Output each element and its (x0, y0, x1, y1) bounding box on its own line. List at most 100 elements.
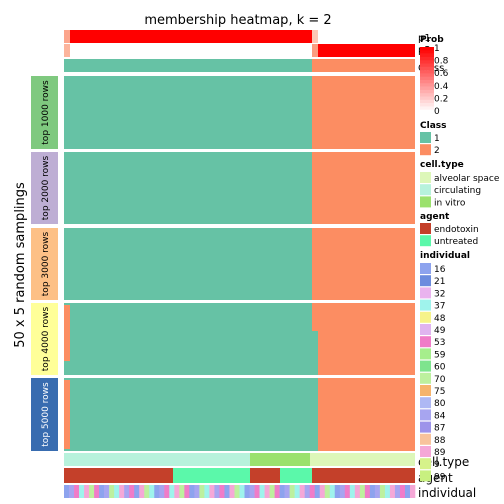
p1-cell (318, 30, 415, 43)
individual-legend-swatch (420, 312, 431, 323)
prob-tick-label: 0.6 (434, 69, 449, 79)
individual-legend-label: 48 (434, 314, 446, 324)
membership-cell (64, 228, 312, 300)
individual-cell (94, 485, 99, 498)
individual-legend-label: 9 (434, 460, 440, 470)
individual-legend-label: 99 (434, 472, 446, 482)
agent-legend-swatch (420, 235, 431, 246)
individual-cell (174, 485, 179, 498)
agent-cell (312, 468, 415, 483)
prob-gradient-step (420, 50, 434, 54)
cell-type-legend: alveolar spacecirculatingin vitro (420, 172, 500, 208)
individual-cell (330, 485, 335, 498)
individual-cell (240, 485, 245, 498)
individual-cell (144, 485, 149, 498)
prob-gradient-step (420, 60, 434, 64)
individual-cell (300, 485, 305, 498)
individual-cell (285, 485, 290, 498)
individual-cell (224, 485, 229, 498)
individual-legend-swatch (420, 385, 431, 396)
individual-legend-label: 53 (434, 338, 445, 348)
individual-legend-label: 37 (434, 302, 445, 312)
individual-cell (380, 485, 385, 498)
individual-cell (265, 485, 270, 498)
membership-cell (64, 76, 312, 149)
individual-cell (199, 485, 204, 498)
individual-cell (350, 485, 355, 498)
individual-legend-label: 84 (434, 411, 446, 421)
individual-legend-label: 32 (434, 289, 445, 299)
individual-cell (325, 485, 330, 498)
individual-cell (260, 485, 265, 498)
individual-cell (234, 485, 239, 498)
class-legend-swatch (420, 144, 431, 155)
agent-cell (173, 468, 250, 483)
individual-legend-label: 60 (434, 363, 446, 373)
individual-cell (410, 485, 415, 498)
individual-cell (280, 485, 285, 498)
individual-cell (290, 485, 295, 498)
heatmap-body (64, 76, 415, 451)
prob-gradient-step (420, 77, 434, 81)
individual-cell (124, 485, 129, 498)
individual-cell (340, 485, 345, 498)
prob-gradient-step (420, 57, 434, 61)
prob-gradient-step (420, 93, 434, 97)
individual-legend-swatch (420, 458, 431, 469)
class-legend-label: 1 (434, 134, 440, 144)
individual-cell (164, 485, 169, 498)
p1-cell (70, 30, 312, 43)
prob-gradient-step (420, 80, 434, 84)
individual-legend-swatch (420, 275, 431, 286)
individual-cell (189, 485, 194, 498)
p2-cell (312, 44, 318, 57)
individual-cell (194, 485, 199, 498)
individual-cell (104, 485, 109, 498)
individual-legend-label: 75 (434, 387, 445, 397)
individual-cell (335, 485, 340, 498)
individual-cell (305, 485, 310, 498)
top-annotations (64, 30, 415, 72)
individual-legend-swatch (420, 434, 431, 445)
prob-gradient-step (420, 70, 434, 74)
individual-cell (64, 485, 69, 498)
agent-cell (64, 468, 173, 483)
individual-legend-label: 89 (434, 448, 446, 458)
row-group-labels: top 1000 rows top 2000 rows top 3000 rows t… (31, 76, 58, 451)
individual-cell (184, 485, 189, 498)
membership-cell (64, 305, 70, 361)
p1-cell (64, 30, 70, 43)
individual-cell (209, 485, 214, 498)
individual-cell (310, 485, 315, 498)
individual-legend-label: 21 (434, 277, 445, 287)
prob-tick-label: 1 (434, 44, 440, 54)
individual-cell (159, 485, 164, 498)
individual-cell (370, 485, 375, 498)
cell-type-legend-label: circulating (434, 186, 481, 196)
row-group-label: top 1000 rows (41, 80, 51, 145)
individual-cell (250, 485, 255, 498)
legend-prob-title: Prob (420, 35, 444, 45)
prob-gradient-step (420, 90, 434, 94)
individual-legend-swatch (420, 263, 431, 274)
prob-tick-label: 0 (434, 107, 440, 117)
individual-cell (385, 485, 390, 498)
membership-cell (312, 228, 415, 300)
individual-legend-swatch (420, 409, 431, 420)
individual-cell (270, 485, 275, 498)
prob-tick-label: 0.4 (434, 82, 449, 92)
agent-legend: endotoxin untreated (420, 223, 479, 247)
cell-type-cell (310, 453, 415, 466)
prob-gradient-step (420, 106, 434, 110)
individual-cell (355, 485, 360, 498)
class-legend-label: 2 (434, 146, 440, 156)
legend-cell-type-title: cell.type (420, 160, 464, 170)
individual-cell (365, 485, 370, 498)
individual-cell (129, 485, 134, 498)
individual-cell (255, 485, 260, 498)
membership-cell (64, 152, 312, 224)
individual-cell (99, 485, 104, 498)
membership-cell (312, 303, 415, 331)
individual-cell (395, 485, 400, 498)
class-cell (64, 59, 312, 72)
